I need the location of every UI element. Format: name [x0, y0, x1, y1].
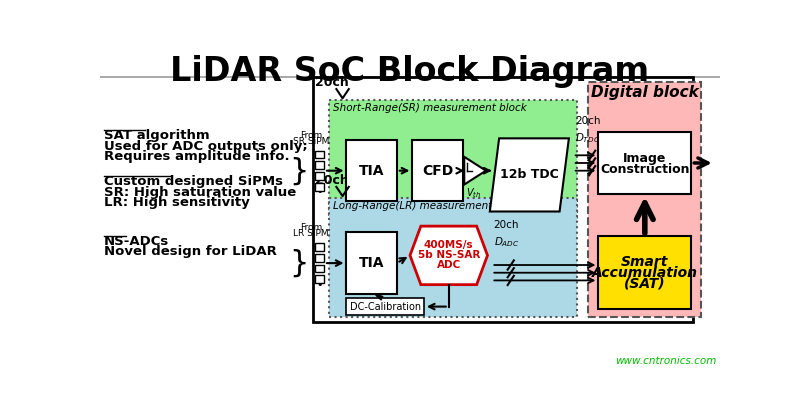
Text: $D_{TDC}$: $D_{TDC}$	[575, 132, 600, 145]
Bar	[412, 140, 462, 202]
Bar	[100, 76, 720, 78]
Bar	[346, 298, 424, 315]
Text: SAT algorithm: SAT algorithm	[104, 129, 210, 142]
Bar	[314, 265, 324, 272]
Text: 12b TDC: 12b TDC	[500, 168, 558, 181]
Bar	[313, 77, 693, 322]
Bar	[588, 82, 701, 317]
Text: 20ch: 20ch	[575, 116, 601, 126]
Text: }: }	[289, 249, 309, 278]
Text: CFD: CFD	[422, 164, 453, 178]
Bar	[314, 161, 324, 169]
Text: •: •	[316, 187, 322, 197]
Text: •: •	[316, 280, 322, 290]
Text: ADC: ADC	[437, 260, 461, 270]
Text: 20ch: 20ch	[494, 220, 519, 230]
Text: SR SiPM: SR SiPM	[293, 137, 329, 146]
Bar	[314, 243, 324, 251]
Text: Long-Range(LR) measurement block: Long-Range(LR) measurement block	[334, 201, 523, 211]
Text: Construction: Construction	[600, 163, 690, 176]
Text: Short-Range(SR) measurement block: Short-Range(SR) measurement block	[334, 103, 527, 113]
Bar	[346, 232, 397, 294]
Text: Digital block: Digital block	[590, 85, 698, 100]
Bar	[314, 183, 324, 191]
Text: Novel design for LiDAR: Novel design for LiDAR	[104, 245, 277, 259]
Bar	[598, 236, 691, 309]
Text: 400MS/s: 400MS/s	[424, 239, 474, 249]
Bar	[598, 132, 691, 194]
Text: }: }	[289, 156, 309, 185]
Text: TIA: TIA	[359, 256, 384, 270]
Text: $D_{ADC}$: $D_{ADC}$	[494, 235, 519, 249]
Text: $V_{th}$: $V_{th}$	[466, 186, 481, 200]
Polygon shape	[464, 157, 486, 185]
Text: Requires amplitude info.: Requires amplitude info.	[104, 150, 290, 163]
Polygon shape	[410, 226, 487, 285]
Text: LR: High sensitivity: LR: High sensitivity	[104, 196, 250, 209]
Bar	[329, 198, 577, 317]
Text: SR: High saturation value: SR: High saturation value	[104, 186, 296, 199]
Text: Custom designed SiPMs: Custom designed SiPMs	[104, 175, 283, 188]
Text: LiDAR SoC Block Diagram: LiDAR SoC Block Diagram	[170, 55, 650, 88]
Text: Smart: Smart	[621, 255, 669, 269]
Text: Image: Image	[623, 152, 666, 165]
Text: DC-Calibration: DC-Calibration	[350, 302, 421, 312]
Bar	[314, 254, 324, 261]
Bar	[314, 151, 324, 159]
Text: www.cntronics.com: www.cntronics.com	[614, 356, 716, 366]
Bar	[346, 140, 397, 202]
Text: Used for ADC outputs only;: Used for ADC outputs only;	[104, 140, 308, 153]
Bar	[314, 172, 324, 180]
Text: From: From	[300, 223, 322, 232]
Text: 5b NS-SAR: 5b NS-SAR	[418, 249, 480, 260]
Text: Accumulation: Accumulation	[592, 266, 698, 280]
Polygon shape	[490, 138, 569, 212]
Text: LR SiPM: LR SiPM	[293, 229, 329, 239]
Bar	[329, 100, 577, 219]
Text: (SAT): (SAT)	[624, 276, 666, 290]
Text: From: From	[300, 131, 322, 140]
Text: 20ch: 20ch	[314, 76, 349, 89]
Text: 20ch: 20ch	[314, 174, 349, 187]
Bar	[314, 276, 324, 283]
Text: NS-ADCs: NS-ADCs	[104, 234, 169, 248]
Text: TIA: TIA	[359, 164, 384, 178]
